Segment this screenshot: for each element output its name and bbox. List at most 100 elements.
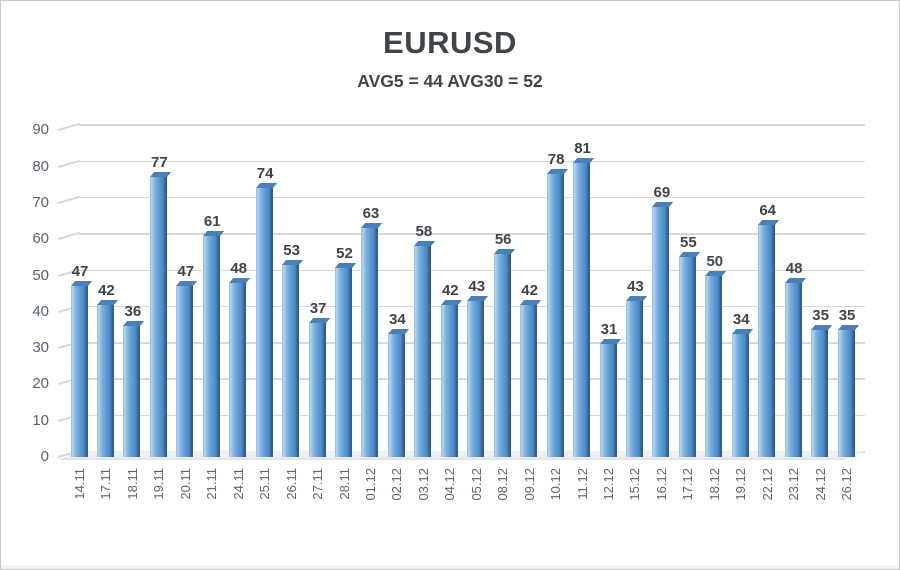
bar [202, 235, 220, 457]
x-axis-tick-label: 01.12 [362, 468, 378, 501]
bar [70, 286, 88, 457]
bar [546, 173, 564, 457]
x-axis-tick-label: 18.11 [124, 468, 140, 500]
y-axis-tick-label: 50 [32, 266, 49, 284]
bar [282, 264, 300, 457]
y-axis-tick-label: 40 [32, 302, 49, 320]
bar [335, 268, 352, 457]
x-axis-tick-label: 16.12 [653, 468, 669, 501]
bar-value-label: 35 [838, 306, 856, 324]
gridline [79, 196, 865, 199]
bar-value-label: 35 [812, 306, 829, 324]
x-axis-tick-label: 17.11 [98, 468, 114, 500]
chart-floor [58, 451, 865, 460]
bar-value-label: 43 [627, 277, 644, 295]
bar-value-label: 81 [574, 139, 591, 157]
bar-value-label: 78 [547, 150, 565, 168]
x-axis-tick-label: 24.11 [230, 468, 246, 500]
gridline [79, 233, 865, 235]
bar [705, 275, 723, 457]
gridline [79, 160, 865, 163]
x-axis-tick-label: 23.12 [786, 468, 802, 501]
bar-value-label: 63 [362, 205, 380, 223]
bar [573, 162, 591, 457]
chart-title: EURUSD [383, 25, 517, 60]
x-axis-tick-label: 15.12 [627, 468, 643, 501]
bar [229, 282, 247, 457]
bar-value-label: 34 [732, 310, 750, 328]
bar-value-label: 42 [441, 281, 459, 299]
bar-value-label: 36 [124, 303, 142, 321]
bar [123, 326, 141, 457]
gridline-side-tick [57, 159, 81, 168]
x-axis-tick-label: 19.11 [151, 468, 167, 500]
bar [731, 333, 749, 457]
y-axis-tick-label: 60 [32, 230, 49, 248]
x-axis-tick-label: 09.12 [521, 468, 537, 501]
x-axis-tick-label: 25.11 [257, 468, 273, 500]
bar [599, 344, 617, 457]
x-axis-tick-label: 21.11 [204, 468, 220, 500]
bar [520, 304, 538, 457]
x-axis-tick-label: 26.12 [839, 468, 855, 501]
bar-value-label: 55 [680, 234, 697, 252]
y-axis-tick-label: 10 [32, 411, 49, 429]
chart-subtitle: AVG5 = 44 AVG30 = 52 [357, 71, 543, 91]
bar-value-label: 31 [600, 321, 618, 339]
x-axis-tick-label: 12.12 [601, 468, 616, 501]
x-axis-tick-label: 22.12 [759, 468, 775, 501]
x-axis-tick-label: 04.12 [442, 468, 458, 501]
bar [811, 329, 829, 457]
y-axis-tick-label: 90 [32, 121, 49, 139]
bar-value-label: 52 [336, 245, 353, 263]
bar [96, 304, 114, 457]
bar-value-label: 42 [521, 281, 538, 299]
bar-value-label: 64 [759, 201, 777, 219]
bar [414, 246, 432, 457]
x-axis-tick-label: 08.12 [495, 468, 511, 501]
x-axis-tick-label: 24.12 [812, 468, 828, 501]
bar-value-label: 53 [283, 241, 300, 259]
bar-value-label: 74 [256, 165, 274, 183]
bar [678, 257, 696, 457]
bar [467, 300, 485, 457]
bar [255, 188, 273, 457]
x-axis-tick-label: 02.12 [389, 468, 405, 501]
bar-value-label: 34 [389, 310, 406, 328]
bar [493, 253, 511, 457]
bar-value-label: 43 [468, 277, 486, 295]
x-axis-tick-label: 11.12 [574, 468, 590, 500]
bar [758, 224, 776, 457]
y-axis-tick-label: 0 [40, 448, 49, 465]
bar [176, 286, 194, 457]
x-axis-tick-label: 27.11 [310, 468, 326, 500]
bar-value-label: 77 [151, 154, 168, 172]
x-axis-tick-label: 28.11 [336, 468, 352, 500]
bar [784, 282, 802, 457]
bar-value-label: 56 [494, 230, 512, 248]
gridline-side-tick [57, 231, 81, 240]
bar [440, 304, 458, 457]
bar [837, 329, 855, 457]
x-axis-tick-label: 14.11 [72, 468, 87, 500]
bar [308, 322, 326, 457]
y-axis-tick-label: 30 [32, 339, 49, 357]
bar-value-label: 50 [706, 252, 724, 270]
y-axis-tick-label: 80 [32, 157, 49, 175]
x-axis-tick-label: 20.11 [177, 468, 193, 500]
bar [361, 228, 379, 457]
bar-value-label: 42 [98, 281, 115, 299]
x-axis-tick-label: 03.12 [415, 468, 431, 501]
bar-value-label: 47 [177, 263, 195, 281]
x-axis-tick-label: 10.12 [548, 468, 564, 501]
x-axis-tick-label: 17.12 [680, 468, 696, 501]
x-axis-tick-label: 18.12 [706, 468, 722, 501]
y-axis-tick-label: 20 [32, 375, 49, 393]
x-axis-tick-label: 19.12 [733, 468, 749, 501]
gridline [79, 124, 865, 126]
bar [387, 333, 405, 457]
bar-value-label: 61 [203, 212, 221, 230]
window-bottom-edge [1, 565, 899, 569]
